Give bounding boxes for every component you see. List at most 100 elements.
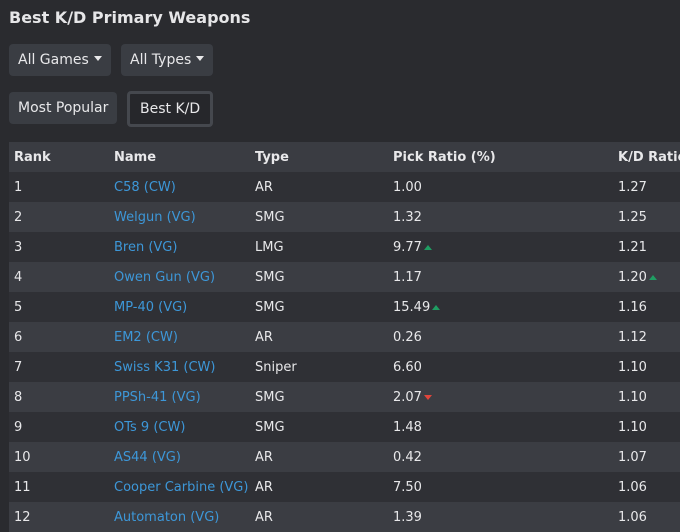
name-cell: Bren (VG) <box>109 232 250 262</box>
types-dropdown[interactable]: All Types <box>121 44 214 76</box>
weapon-link[interactable]: Welgun (VG) <box>114 209 196 225</box>
kd-ratio-cell: 1.25 <box>613 202 680 232</box>
pick-ratio-cell: 1.00 <box>388 172 613 202</box>
caret-down-icon <box>196 56 205 61</box>
pick-ratio-value: 15.49 <box>393 299 431 315</box>
rank-cell: 11 <box>9 472 109 502</box>
pick-ratio-value: 1.17 <box>393 269 422 285</box>
kd-ratio-cell: 1.07 <box>613 442 680 472</box>
pick-ratio-value: 9.77 <box>393 239 422 255</box>
kd-ratio-value: 1.10 <box>618 419 647 435</box>
weapon-link[interactable]: MP-40 (VG) <box>114 299 188 315</box>
kd-ratio-cell: 1.10 <box>613 412 680 442</box>
weapon-link[interactable]: C58 (CW) <box>114 179 176 195</box>
rank-cell: 5 <box>9 292 109 322</box>
kd-ratio-value: 1.10 <box>618 359 647 375</box>
kd-ratio-value: 1.10 <box>618 389 647 405</box>
weapon-link[interactable]: Automaton (VG) <box>114 509 220 525</box>
rank-cell: 3 <box>9 232 109 262</box>
name-cell: PPSh-41 (VG) <box>109 382 250 412</box>
weapon-link[interactable]: OTs 9 (CW) <box>114 419 186 435</box>
table-row: 1 C58 (CW) AR 1.00 1.27 <box>9 172 680 202</box>
most-popular-button[interactable]: Most Popular <box>9 92 118 124</box>
trend-up-icon <box>648 274 657 280</box>
kd-ratio-cell: 1.06 <box>613 502 680 532</box>
types-dropdown-label: All Types <box>130 52 192 68</box>
type-cell: AR <box>250 172 388 202</box>
rank-cell: 2 <box>9 202 109 232</box>
pick-ratio-value: 0.26 <box>393 329 422 345</box>
table-row: 10 AS44 (VG) AR 0.42 1.07 <box>9 442 680 472</box>
column-header[interactable]: K/D Ratio <box>613 142 680 172</box>
kd-ratio-value: 1.07 <box>618 449 647 465</box>
rank-cell: 6 <box>9 322 109 352</box>
table-row: 8 PPSh-41 (VG) SMG 2.07 1.10 <box>9 382 680 412</box>
name-cell: Owen Gun (VG) <box>109 262 250 292</box>
pick-ratio-cell: 1.39 <box>388 502 613 532</box>
rank-cell: 12 <box>9 502 109 532</box>
trend-down-icon <box>423 394 432 400</box>
name-cell: C58 (CW) <box>109 172 250 202</box>
weapon-link[interactable]: Bren (VG) <box>114 239 178 255</box>
kd-ratio-cell: 1.27 <box>613 172 680 202</box>
kd-ratio-value: 1.25 <box>618 209 647 225</box>
weapon-link[interactable]: Cooper Carbine (VG) <box>114 479 249 495</box>
pick-ratio-cell: 1.32 <box>388 202 613 232</box>
pick-ratio-value: 6.60 <box>393 359 422 375</box>
kd-ratio-value: 1.06 <box>618 479 647 495</box>
rank-cell: 4 <box>9 262 109 292</box>
kd-ratio-cell: 1.20 <box>613 262 680 292</box>
type-cell: AR <box>250 472 388 502</box>
type-cell: SMG <box>250 262 388 292</box>
kd-ratio-value: 1.16 <box>618 299 647 315</box>
pick-ratio-value: 1.00 <box>393 179 422 195</box>
name-cell: Swiss K31 (CW) <box>109 352 250 382</box>
column-header[interactable]: Type <box>250 142 388 172</box>
pick-ratio-value: 1.48 <box>393 419 422 435</box>
kd-ratio-cell: 1.10 <box>613 382 680 412</box>
column-header[interactable]: Name <box>109 142 250 172</box>
pick-ratio-value: 1.39 <box>393 509 422 525</box>
pick-ratio-value: 2.07 <box>393 389 422 405</box>
caret-down-icon <box>93 56 102 61</box>
kd-ratio-value: 1.27 <box>618 179 647 195</box>
kd-ratio-value: 1.06 <box>618 509 647 525</box>
type-cell: LMG <box>250 232 388 262</box>
kd-ratio-cell: 1.10 <box>613 352 680 382</box>
best-kd-button[interactable]: Best K/D <box>127 91 214 127</box>
weapon-link[interactable]: AS44 (VG) <box>114 449 181 465</box>
pick-ratio-cell: 0.42 <box>388 442 613 472</box>
pick-ratio-cell: 0.26 <box>388 322 613 352</box>
trend-up-icon <box>432 304 441 310</box>
weapon-link[interactable]: EM2 (CW) <box>114 329 178 345</box>
column-header[interactable]: Pick Ratio (%) <box>388 142 613 172</box>
name-cell: Welgun (VG) <box>109 202 250 232</box>
table-row: 5 MP-40 (VG) SMG 15.49 1.16 <box>9 292 680 322</box>
rank-cell: 9 <box>9 412 109 442</box>
pick-ratio-value: 1.32 <box>393 209 422 225</box>
table-row: 4 Owen Gun (VG) SMG 1.17 1.20 <box>9 262 680 292</box>
name-cell: EM2 (CW) <box>109 322 250 352</box>
weapon-link[interactable]: Owen Gun (VG) <box>114 269 216 285</box>
type-cell: SMG <box>250 202 388 232</box>
kd-ratio-cell: 1.12 <box>613 322 680 352</box>
type-cell: SMG <box>250 382 388 412</box>
kd-ratio-value: 1.12 <box>618 329 647 345</box>
games-dropdown[interactable]: All Games <box>9 44 111 76</box>
table-row: 9 OTs 9 (CW) SMG 1.48 1.10 <box>9 412 680 442</box>
trend-up-icon <box>423 244 432 250</box>
weapon-link[interactable]: Swiss K31 (CW) <box>114 359 216 375</box>
rank-cell: 1 <box>9 172 109 202</box>
name-cell: OTs 9 (CW) <box>109 412 250 442</box>
type-cell: SMG <box>250 292 388 322</box>
column-header[interactable]: Rank <box>9 142 109 172</box>
pick-ratio-cell: 15.49 <box>388 292 613 322</box>
kd-ratio-value: 1.21 <box>618 239 647 255</box>
type-cell: Sniper <box>250 352 388 382</box>
weapon-link[interactable]: PPSh-41 (VG) <box>114 389 201 405</box>
type-cell: AR <box>250 502 388 532</box>
pick-ratio-value: 0.42 <box>393 449 422 465</box>
rank-cell: 8 <box>9 382 109 412</box>
pick-ratio-cell: 1.48 <box>388 412 613 442</box>
rank-cell: 10 <box>9 442 109 472</box>
